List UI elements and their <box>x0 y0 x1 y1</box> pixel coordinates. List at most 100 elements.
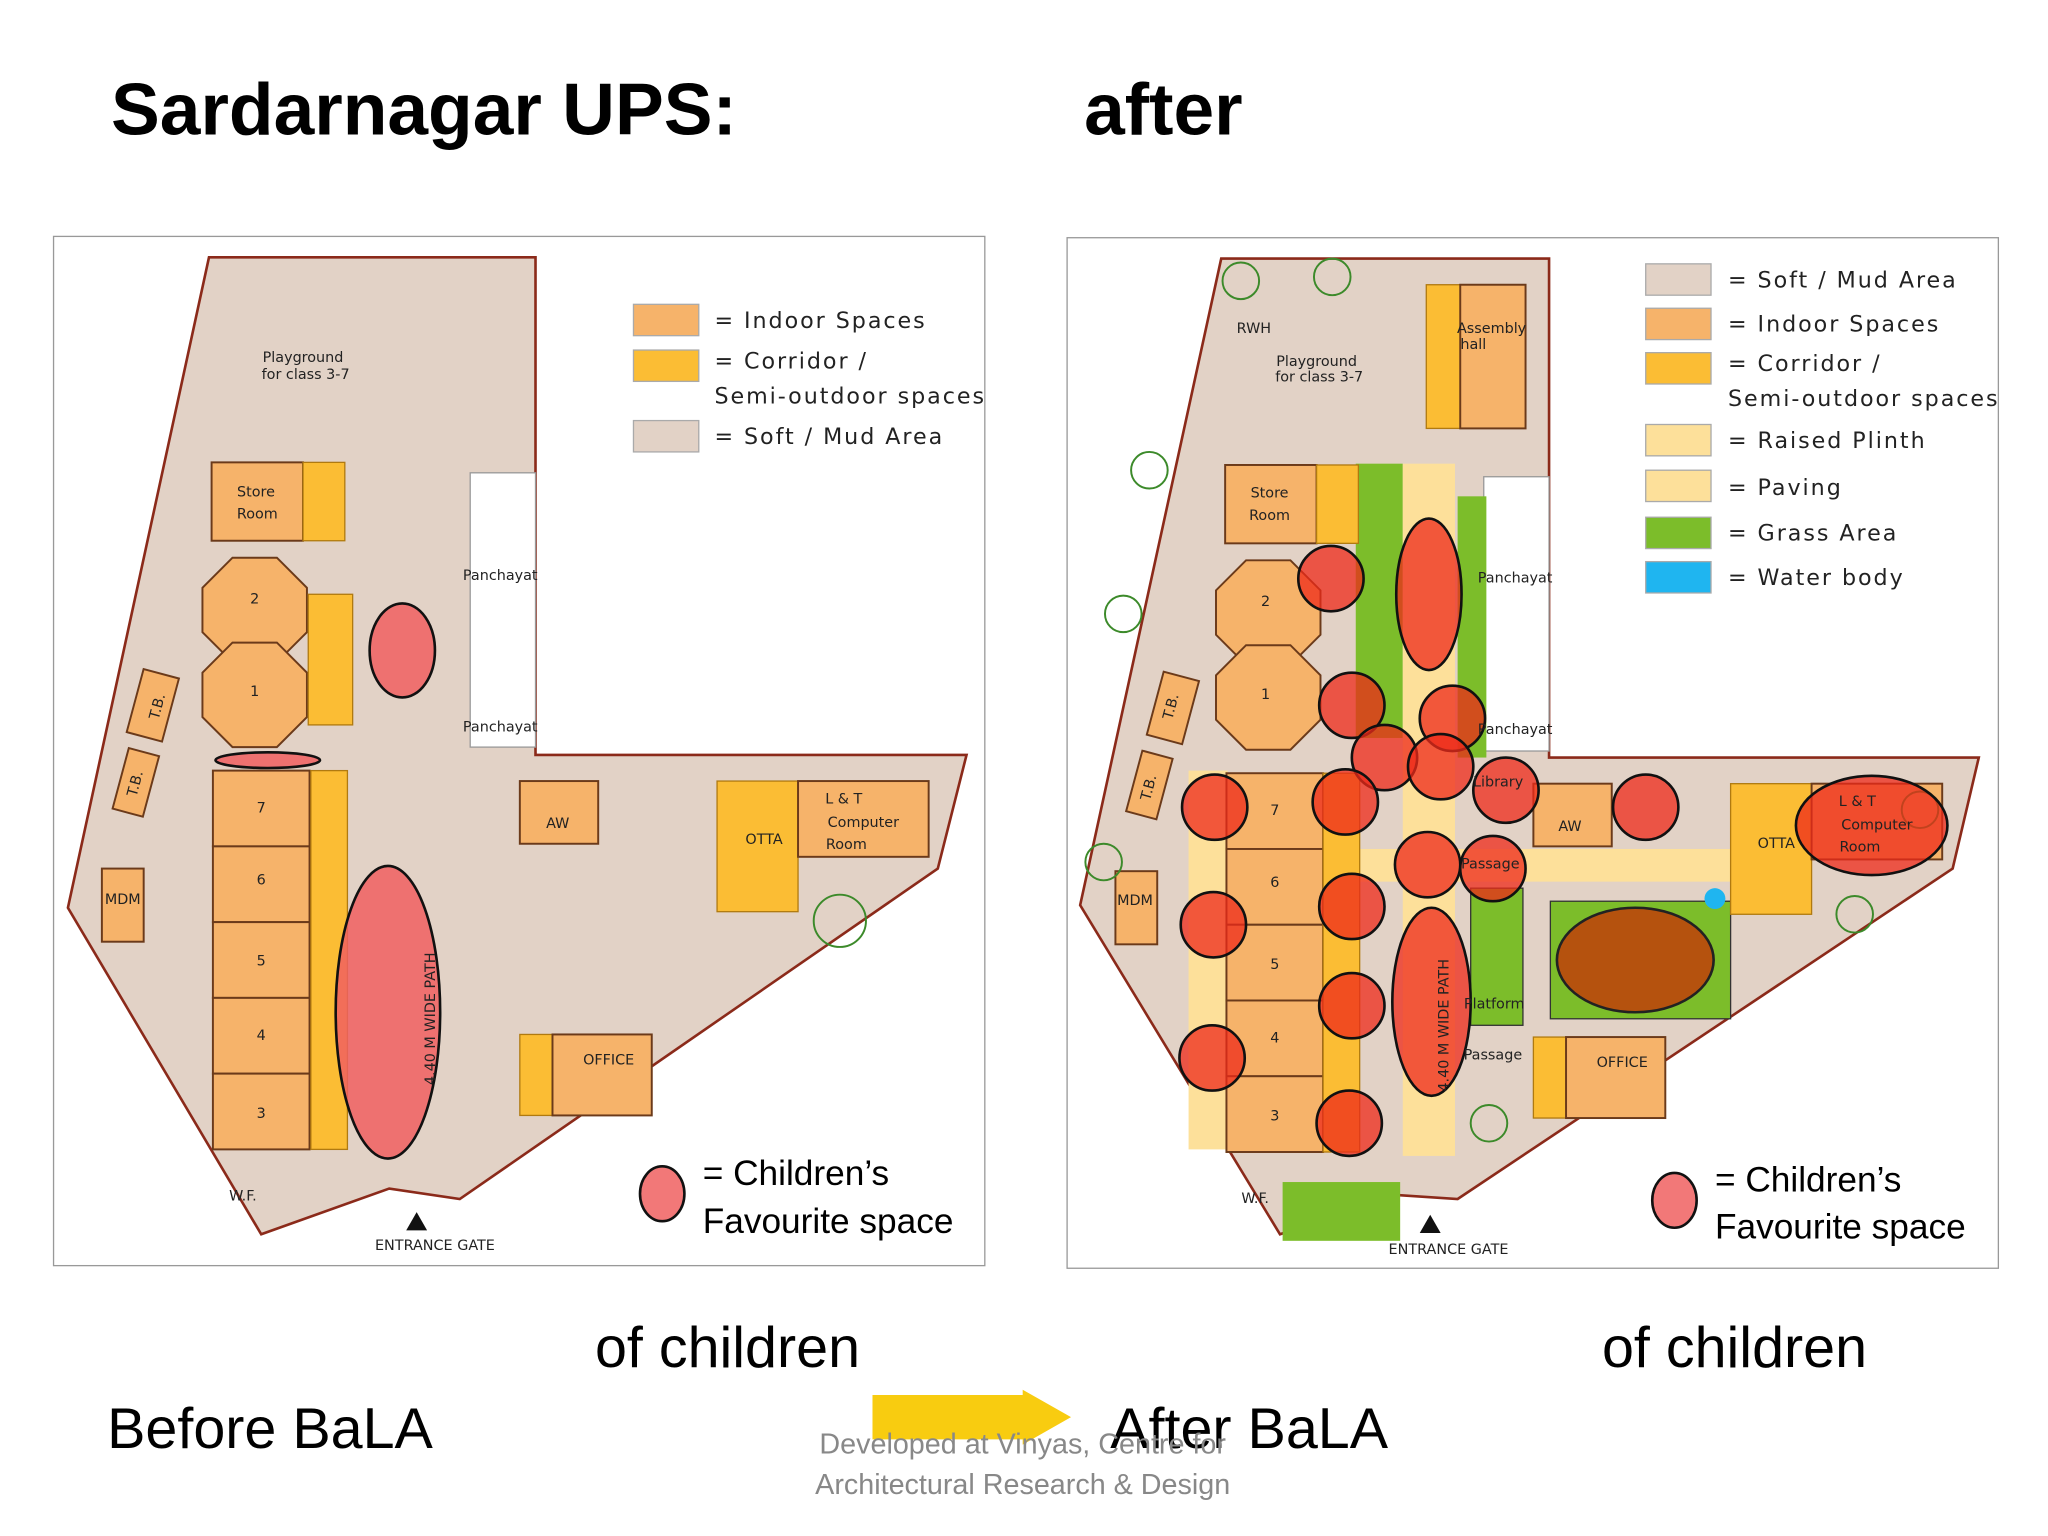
favourite-space <box>1458 834 1527 903</box>
favourite-space <box>1406 732 1475 801</box>
corridor <box>716 780 799 913</box>
corridor <box>1315 464 1360 544</box>
favourite-space <box>1179 890 1248 959</box>
favourite-space <box>1611 773 1680 842</box>
tree <box>1130 450 1169 490</box>
plan-label: Passage <box>1464 1047 1523 1063</box>
legend-text: = Children’s <box>703 1154 889 1193</box>
plan-label: 5 <box>1270 957 1279 973</box>
corridor <box>1729 783 1813 915</box>
room <box>211 845 311 924</box>
plan-label: OTTA <box>745 832 782 848</box>
legend-swatch <box>1645 560 1712 594</box>
room <box>1124 749 1174 821</box>
plan-label: W.F. <box>229 1188 257 1204</box>
favourite-space <box>1471 756 1540 825</box>
gate-marker <box>1419 1214 1441 1233</box>
plan-label: Panchayat <box>463 720 538 736</box>
legend-text: Favourite space <box>703 1202 954 1241</box>
legend-swatch <box>1645 307 1712 341</box>
title: Sardarnagar UPS: <box>111 69 737 150</box>
caption: After BaLA <box>1110 1397 1389 1461</box>
plan-label: OFFICE <box>1597 1055 1648 1071</box>
plan-label: 4 <box>1270 1030 1279 1046</box>
plan-label: for class 3-7 <box>262 367 350 383</box>
plan-label: 7 <box>257 800 266 816</box>
room <box>111 746 161 818</box>
plan-label: Store <box>237 484 275 500</box>
legend-swatch <box>1645 469 1712 503</box>
legend-swatch <box>1645 263 1712 296</box>
legend-text: = Corridor / <box>1728 351 1882 377</box>
tree <box>812 893 867 948</box>
plan-label: Room <box>826 837 867 853</box>
title: after <box>1084 69 1243 150</box>
room <box>1225 1075 1325 1153</box>
amphitheatre <box>1555 906 1715 1014</box>
plan-label: MDM <box>105 892 141 908</box>
plan-label: Panchayat <box>1478 571 1553 587</box>
plan-label: OFFICE <box>583 1053 634 1069</box>
legend-swatch <box>1645 423 1712 457</box>
room <box>125 667 181 743</box>
favourite-space <box>1296 544 1365 613</box>
favourite-space <box>1394 517 1463 672</box>
plan-label: W.F. <box>1241 1191 1269 1207</box>
plan-label: Panchayat <box>463 568 538 584</box>
plan-label: T.B. <box>1160 692 1182 722</box>
plan-label: AW <box>1558 819 1581 835</box>
tree <box>1835 895 1874 934</box>
favourite-space <box>214 751 322 770</box>
caption: Before BaLA <box>107 1397 433 1461</box>
legend-text: Favourite space <box>1715 1207 1966 1246</box>
room <box>211 769 311 848</box>
plan-label: Playground <box>1276 354 1357 370</box>
plan-label: AW <box>546 816 569 832</box>
panchayat <box>1483 476 1550 752</box>
plan-label: Room <box>1249 508 1290 524</box>
plan-label: Room <box>237 507 278 523</box>
plan-label: 4.40 M WIDE PATH <box>1437 959 1453 1092</box>
legend-text: = Soft / Mud Area <box>714 424 944 450</box>
corridor <box>519 1033 554 1117</box>
plan-label: RWH <box>1237 321 1271 337</box>
plan-label: Room <box>1839 840 1880 856</box>
favourite-space <box>1393 830 1462 899</box>
arrow <box>872 1389 1072 1445</box>
legend-text: = Soft / Mud Area <box>1728 267 1958 293</box>
plan-label: Computer <box>1841 817 1912 833</box>
room <box>1114 870 1159 946</box>
plan-label: Library <box>1473 774 1524 790</box>
tree <box>1312 257 1352 297</box>
legend-text: Semi-outdoor spaces <box>1728 386 2000 412</box>
plan-label: 1 <box>1261 687 1270 703</box>
tree <box>1104 594 1143 634</box>
tree <box>1221 261 1261 301</box>
legend-text: Semi-outdoor spaces <box>714 384 986 410</box>
favourite-space <box>1311 767 1380 836</box>
favourite-space <box>1317 872 1386 941</box>
plan-label: Assembly <box>1457 321 1527 337</box>
corridor <box>1532 1036 1567 1119</box>
corridor <box>307 593 354 726</box>
legend-text: = Water body <box>1728 565 1905 591</box>
room <box>201 641 308 749</box>
legend-swatch <box>638 1165 686 1223</box>
credit: Architectural Research & Design <box>815 1469 1230 1501</box>
room <box>210 461 304 542</box>
room <box>551 1033 653 1117</box>
room <box>100 867 145 943</box>
legend-swatch <box>632 419 700 453</box>
legend-text: = Raised Plinth <box>1728 428 1927 454</box>
plan-label: 3 <box>1270 1109 1279 1125</box>
panchayat <box>469 472 537 748</box>
plan-label: L & T <box>1839 794 1876 810</box>
plan-label: 6 <box>257 872 266 888</box>
legend-swatch <box>632 349 700 383</box>
plan-label: 3 <box>257 1106 266 1122</box>
tree <box>1084 842 1123 882</box>
legend-text: = Children’s <box>1715 1160 1901 1199</box>
plan-label: ENTRANCE GATE <box>375 1238 495 1254</box>
grass <box>1282 1182 1401 1241</box>
